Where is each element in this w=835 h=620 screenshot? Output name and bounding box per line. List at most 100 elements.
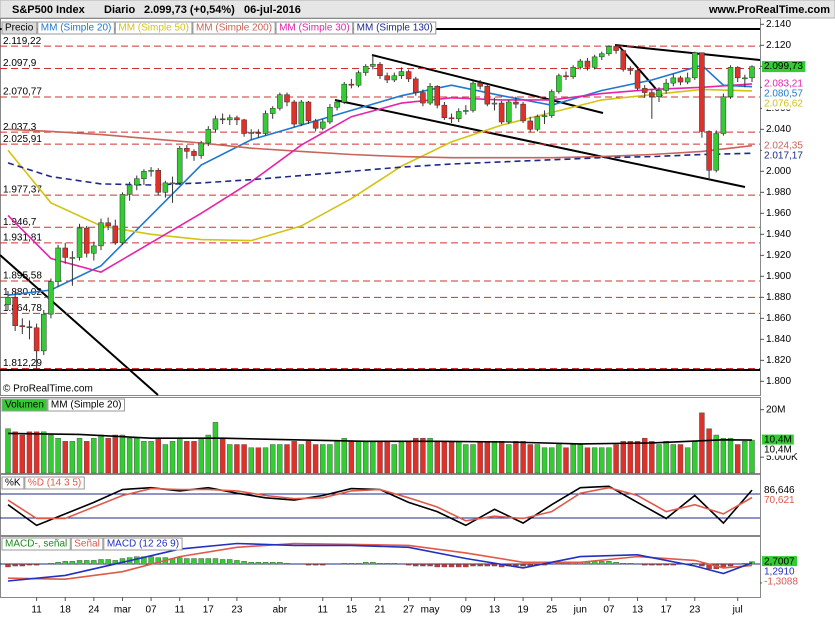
bar [69, 441, 76, 474]
candle-body [727, 67, 734, 98]
candle-body [391, 75, 398, 81]
header-date: 06-jul-2016 [244, 4, 301, 16]
legend-box [1, 537, 71, 551]
header-title: S&P500 Index [12, 4, 86, 16]
candle-body [556, 75, 562, 92]
bar [434, 563, 440, 568]
level-label: 2.097,9 [3, 58, 37, 69]
candle-body [341, 83, 347, 103]
bar [677, 444, 684, 474]
bar [248, 447, 254, 474]
candle-body [219, 118, 226, 121]
value-label: 2.076,62 [764, 99, 803, 110]
candle-body [649, 92, 655, 98]
x-tick-label: abr [273, 605, 288, 616]
y-tick-label: 1.800 [766, 376, 791, 387]
legend-label: MACD (12 26 9) [107, 539, 179, 550]
candle-body [563, 75, 569, 78]
bar [627, 441, 634, 474]
bar [491, 441, 498, 474]
bar [477, 563, 483, 567]
bar [241, 444, 247, 474]
candle-body [191, 151, 197, 156]
candle-body [198, 142, 204, 156]
candle-body [62, 247, 68, 258]
candle-body [12, 297, 18, 326]
value-label: 2.083,21 [764, 79, 803, 90]
candle-body [613, 46, 619, 51]
x-tick-label: 23 [231, 605, 243, 616]
bar [706, 428, 712, 474]
y-tick-label: 1.820 [766, 355, 791, 366]
value-label-box [762, 88, 806, 100]
candle-body [334, 101, 340, 108]
x-tick-label: 24 [88, 605, 100, 616]
y-tick-label: 1.940 [766, 229, 791, 240]
bar [198, 437, 204, 474]
level-label: 1.812,29 [3, 358, 42, 369]
indicator-line [7, 542, 753, 582]
bar [76, 437, 83, 474]
bar [749, 439, 755, 474]
bar [227, 559, 233, 565]
bar [62, 561, 68, 565]
bar [184, 441, 190, 474]
bar [370, 562, 376, 565]
bar [670, 563, 677, 566]
bar [277, 562, 283, 565]
bar [91, 560, 97, 565]
bar [441, 563, 448, 568]
value-label: 2.017,17 [764, 150, 803, 161]
candle-body [141, 171, 147, 179]
x-tick-label: 11 [318, 605, 329, 616]
candle-body [19, 325, 26, 327]
bar [334, 441, 340, 474]
candle-body [355, 72, 362, 86]
bar [155, 437, 161, 474]
bar [327, 444, 333, 474]
x-tick-label: 25 [546, 605, 558, 616]
bar [663, 441, 669, 474]
bar [126, 437, 133, 474]
bar [141, 441, 147, 474]
bar [649, 441, 655, 474]
bar [527, 444, 533, 474]
bar [291, 441, 297, 474]
candle-body [742, 77, 748, 80]
candle-body [348, 83, 355, 86]
bar [627, 563, 634, 565]
bar [91, 437, 97, 474]
candle-body [541, 115, 548, 117]
bar [413, 563, 419, 567]
stochastic-panel [0, 474, 761, 536]
candle-body [413, 78, 419, 93]
legend-box [114, 21, 193, 35]
value-label-box [762, 434, 794, 446]
bar [484, 563, 491, 567]
legend-box [275, 21, 354, 35]
credit: © ProRealTime.com [3, 384, 93, 395]
y-tick-label: 2.040 [766, 124, 791, 135]
candle-body [520, 103, 526, 122]
bar [448, 563, 455, 568]
bar [513, 441, 519, 474]
bar [563, 447, 569, 474]
bar [656, 563, 662, 566]
value-label-box [762, 494, 798, 506]
candle-body [184, 147, 190, 152]
bar [212, 558, 219, 565]
candle-body [377, 63, 383, 77]
bar [176, 437, 183, 474]
candle-body [205, 129, 212, 144]
bar [391, 444, 398, 474]
value-label-box [762, 140, 806, 152]
bar [434, 441, 440, 474]
bar [341, 437, 347, 474]
candle-body [291, 101, 297, 125]
bar [692, 441, 698, 474]
legend-label: MM (Simple 200) [196, 23, 272, 34]
header-quote: 2.099,73 (+0,54%) [144, 4, 235, 16]
candle-body [663, 82, 669, 91]
bar [649, 563, 655, 566]
x-tick-label: 13 [489, 605, 501, 616]
